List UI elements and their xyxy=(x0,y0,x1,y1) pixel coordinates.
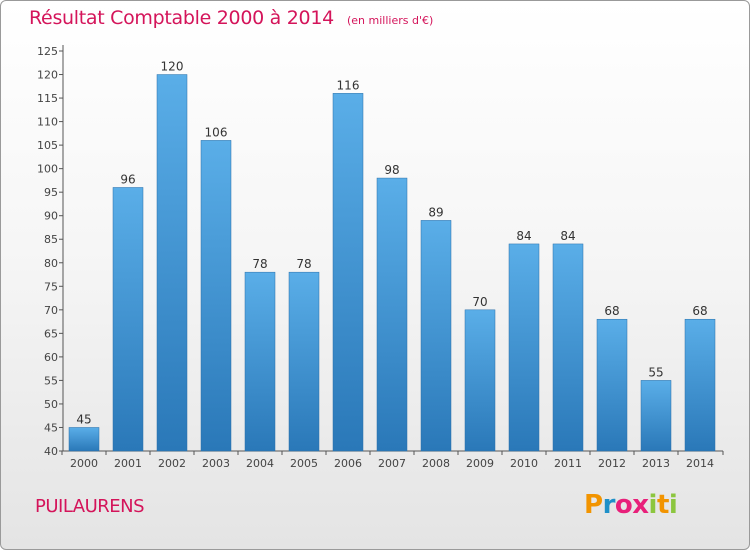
bar-2009[interactable] xyxy=(464,309,496,452)
x-tick-label: 2006 xyxy=(334,457,362,470)
chart-title: Résultat Comptable 2000 à 2014 xyxy=(29,7,334,29)
data-label-2006: 116 xyxy=(337,78,360,92)
logo-letter: t xyxy=(656,490,669,520)
chart-subtitle: (en milliers d'€) xyxy=(346,14,434,27)
y-tick-label: 110 xyxy=(37,116,58,129)
y-tick-label: 80 xyxy=(44,257,58,270)
y-axis: 40 45 50 55 60 65 70 75 80 85 90 95 100 105 110 115 120 1… xyxy=(37,45,64,458)
bar-2004[interactable] xyxy=(244,271,276,452)
y-tick-label: 45 xyxy=(44,421,58,434)
data-label-2011: 84 xyxy=(560,229,575,243)
bar-2002[interactable] xyxy=(156,74,188,452)
logo-letter: x xyxy=(632,490,649,520)
data-label-2012: 68 xyxy=(604,304,619,318)
bar-2012[interactable] xyxy=(596,318,628,452)
y-tick-label: 120 xyxy=(37,69,58,82)
x-tick-label: 2000 xyxy=(70,457,98,470)
x-tick-label: 2007 xyxy=(378,457,406,470)
x-tick-label: 2004 xyxy=(246,457,274,470)
data-label-2000: 45 xyxy=(76,412,91,426)
y-tick-label: 115 xyxy=(37,92,58,105)
bar-2001[interactable] xyxy=(112,187,144,452)
data-label-2013: 55 xyxy=(648,365,663,379)
bars xyxy=(68,74,716,452)
x-tick-label: 2001 xyxy=(114,457,142,470)
logo-letter: P xyxy=(584,490,603,520)
bar-2000[interactable] xyxy=(68,427,100,452)
x-tick-label: 2002 xyxy=(158,457,186,470)
x-tick-label: 2003 xyxy=(202,457,230,470)
data-label-2007: 98 xyxy=(384,163,399,177)
x-tick-label: 2014 xyxy=(686,457,714,470)
bar-2006[interactable] xyxy=(332,93,364,452)
data-label-2002: 120 xyxy=(161,60,184,74)
y-tick-label: 65 xyxy=(44,327,58,340)
logo-letter: i xyxy=(648,490,658,520)
bar-2007[interactable] xyxy=(376,177,408,452)
data-label-2005: 78 xyxy=(296,257,311,271)
logo-letter: r xyxy=(602,490,616,520)
y-tick-label: 70 xyxy=(44,304,58,317)
y-tick-label: 100 xyxy=(37,163,58,176)
proxiti-logo[interactable]: Proxiti xyxy=(584,490,678,520)
data-label-2009: 70 xyxy=(472,295,487,309)
bar-2008[interactable] xyxy=(420,220,452,452)
logo-letter: o xyxy=(614,490,633,520)
title-row: Résultat Comptable 2000 à 2014 (en milli… xyxy=(29,7,433,29)
x-axis: 2000 2001 2002 2003 2004 2005 2006 2007 2008 2009… xyxy=(61,450,724,470)
data-label-2008: 89 xyxy=(428,205,443,219)
data-label-2001: 96 xyxy=(120,172,135,186)
y-tick-label: 90 xyxy=(44,210,58,223)
x-tick-label: 2010 xyxy=(510,457,538,470)
x-tick-label: 2008 xyxy=(422,457,450,470)
data-label-2003: 106 xyxy=(205,125,228,139)
y-tick-label: 50 xyxy=(44,398,58,411)
bar-2010[interactable] xyxy=(508,243,540,452)
y-tick-label: 75 xyxy=(44,280,58,293)
bar-2003[interactable] xyxy=(200,140,232,452)
y-tick-label: 40 xyxy=(44,445,58,458)
logo-letter: i xyxy=(668,490,678,520)
data-label-2010: 84 xyxy=(516,229,531,243)
bar-2014[interactable] xyxy=(684,318,716,452)
y-tick-label: 125 xyxy=(37,45,58,58)
commune-name: PUILAURENS xyxy=(35,496,145,517)
data-label-2004: 78 xyxy=(252,257,267,271)
x-tick-label: 2012 xyxy=(598,457,626,470)
data-labels: 45 96 120 106 78 78 116 98 89 70 84 84 68 55 68 xyxy=(76,60,707,427)
bar-2005[interactable] xyxy=(288,271,320,452)
x-tick-label: 2013 xyxy=(642,457,670,470)
y-tick-label: 85 xyxy=(44,233,58,246)
x-tick-label: 2005 xyxy=(290,457,318,470)
x-tick-label: 2009 xyxy=(466,457,494,470)
y-tick-label: 105 xyxy=(37,139,58,152)
x-tick-label: 2011 xyxy=(554,457,582,470)
data-label-2014: 68 xyxy=(692,304,707,318)
y-tick-label: 55 xyxy=(44,374,58,387)
y-tick-label: 60 xyxy=(44,351,58,364)
bar-2013[interactable] xyxy=(640,380,672,452)
bar-2011[interactable] xyxy=(552,243,584,452)
y-tick-label: 95 xyxy=(44,186,58,199)
